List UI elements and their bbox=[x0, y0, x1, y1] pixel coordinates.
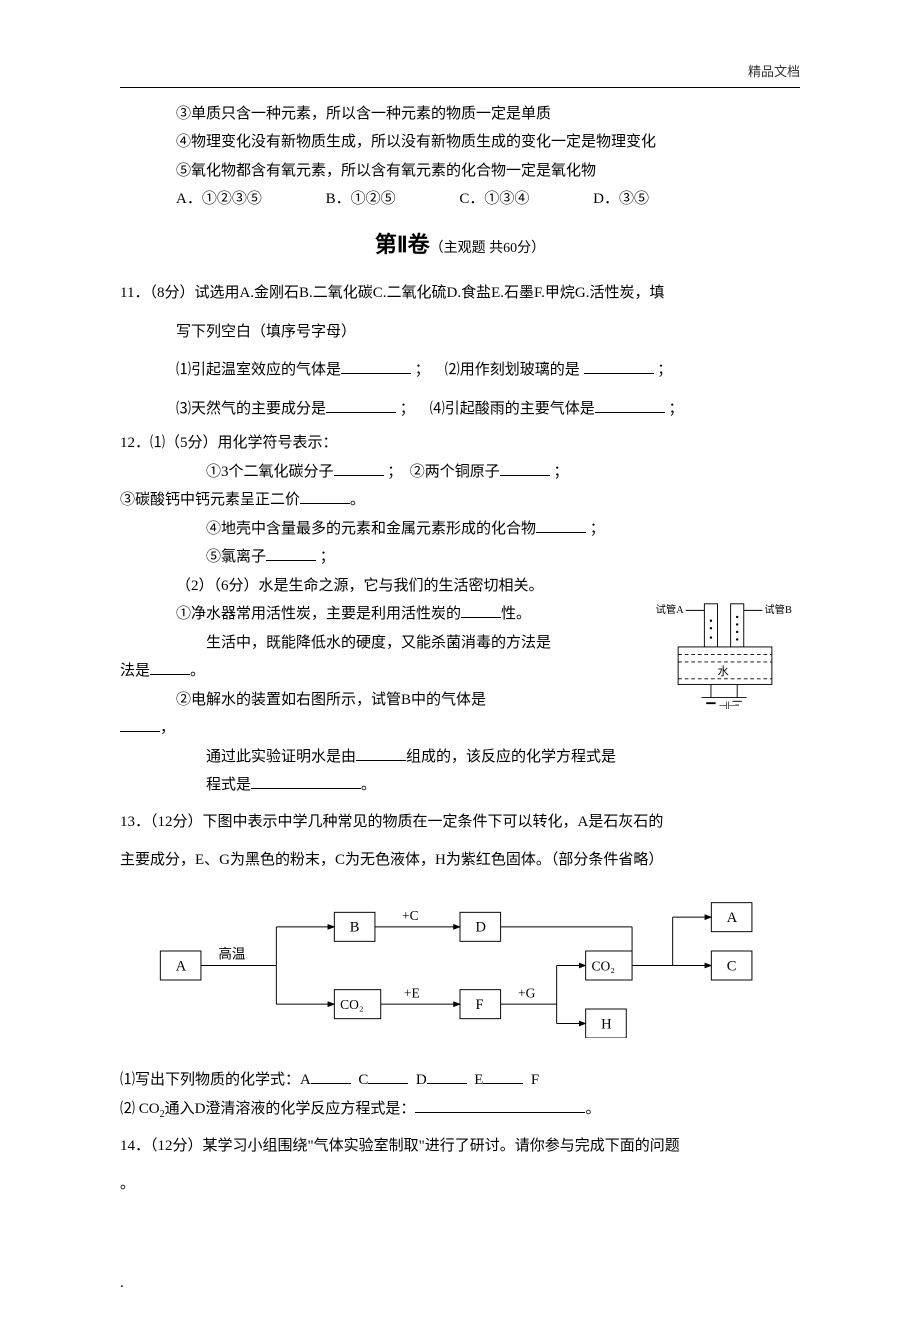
q12: 12．⑴（5分）用化学符号表示： ①3个二氧化碳分子 ； ②两个铜原子 ； ③碳… bbox=[120, 429, 800, 800]
q13-p1-blank-e[interactable] bbox=[483, 1068, 523, 1084]
q11-2-blank[interactable] bbox=[584, 358, 654, 374]
svg-text:H: H bbox=[601, 1016, 612, 1032]
q12-p2-s1b: 性。 bbox=[501, 606, 531, 622]
q13-p1f: F bbox=[531, 1072, 539, 1088]
q11-1-blank[interactable] bbox=[341, 358, 411, 374]
q12-s4-row: ④地壳中含量最多的元素和金属元素形成的化合物 ； bbox=[206, 515, 800, 544]
fig-tube-a-label: 试管A bbox=[656, 604, 685, 617]
q10-choice-d: D．③⑤ bbox=[593, 185, 649, 214]
q12-p2-s1c: 生活中，既能降低水的硬度，又能杀菌消毒的方法是 bbox=[206, 635, 551, 651]
fig-water-label: 水 bbox=[718, 666, 729, 679]
q11-2-label: ⑵用作刻划玻璃的是 bbox=[445, 362, 580, 378]
fig-tube-b-label: 试管B bbox=[764, 604, 792, 617]
svg-text:A: A bbox=[727, 910, 738, 926]
q13-p1: ⑴写出下列物质的化学式：A C D E F bbox=[120, 1066, 800, 1095]
q12-p2-s1a: ①净水器常用活性炭，主要是利用活性炭的 bbox=[176, 606, 461, 622]
q13-p1-blank-c[interactable] bbox=[368, 1068, 408, 1084]
q12-p2-s2c-row: 通过此实验证明水是由 组成的，该反应的化学方程式是 bbox=[206, 743, 800, 772]
q11-row1: ⑴引起温室效应的气体是 ； ⑵用作刻划玻璃的是 ； bbox=[176, 356, 800, 385]
q11-4-label: ⑷引起酸雨的主要气体是 bbox=[430, 401, 595, 417]
q12-s1-label: ①3个二氧化碳分子 bbox=[206, 464, 334, 480]
section-2-small: （主观题 共60分） bbox=[430, 241, 546, 256]
q14-line2: 。 bbox=[120, 1170, 800, 1199]
q13-p2a: ⑵ CO bbox=[120, 1101, 160, 1117]
q10-statement-3: ③单质只含一种元素，所以含一种元素的物质一定是单质 bbox=[176, 100, 800, 129]
svg-text:D: D bbox=[475, 920, 485, 936]
q12-p2-s2a-blank[interactable] bbox=[120, 716, 160, 732]
section-2-title: 第Ⅱ卷（主观题 共60分） bbox=[120, 224, 800, 266]
q12-s5-label: ⑤氯离子 bbox=[206, 549, 266, 565]
q13-p1c: C bbox=[358, 1072, 368, 1088]
q11-1-label: ⑴引起温室效应的气体是 bbox=[176, 362, 341, 378]
svg-text:F: F bbox=[475, 997, 483, 1013]
svg-text:+C: +C bbox=[402, 908, 419, 923]
q10-choice-a: A．①②③⑤ bbox=[176, 185, 262, 214]
svg-text:C: C bbox=[727, 958, 737, 974]
q12-p2-s2c: 通过此实验证明水是由 bbox=[206, 749, 356, 765]
q12-p2-s2a: ②电解水的装置如右图所示，试管B中的气体是 bbox=[176, 692, 486, 708]
q12-s4-label: ④地壳中含量最多的元素和金属元素形成的化合物 bbox=[206, 521, 536, 537]
q13-p1e: E bbox=[474, 1072, 483, 1088]
q12-line1: 12．⑴（5分）用化学符号表示： bbox=[120, 429, 800, 458]
q13-p1d: D bbox=[416, 1072, 427, 1088]
q12-p2-s1c-blank[interactable] bbox=[150, 659, 190, 675]
q11-3-blank[interactable] bbox=[326, 397, 396, 413]
q12-s2-blank[interactable] bbox=[500, 460, 550, 476]
q12-p2: （2）（6分）水是生命之源，它与我们的生活密切相关。 bbox=[176, 572, 800, 601]
q13-line2: 主要成分，E、G为黑色的粉末，C为无色液体，H为紫红色固体。（部分条件省略） bbox=[120, 846, 800, 875]
q12-s4-blank[interactable] bbox=[536, 517, 586, 533]
svg-text:CO₂: CO₂ bbox=[591, 958, 615, 973]
q11-3-label: ⑶天然气的主要成分是 bbox=[176, 401, 326, 417]
svg-text:高温: 高温 bbox=[218, 946, 245, 962]
svg-text:⊣⊢: ⊣⊢ bbox=[718, 701, 736, 712]
q10-statement-5: ⑤氧化物都含有氧元素，所以含有氧元素的化合物一定是氧化物 bbox=[176, 157, 800, 186]
section-2-big: 第Ⅱ卷 bbox=[375, 232, 430, 257]
svg-text:+E: +E bbox=[404, 985, 420, 1000]
svg-text:+G: +G bbox=[518, 985, 536, 1000]
svg-text:CO₂: CO₂ bbox=[340, 997, 364, 1012]
q11-4-blank[interactable] bbox=[595, 397, 665, 413]
header-label: 精品文档 bbox=[120, 60, 800, 88]
q12-p2-s2d-row: 程式是。 bbox=[206, 771, 800, 800]
q13-p1-label: ⑴写出下列物质的化学式：A bbox=[120, 1072, 311, 1088]
q10-choices: A．①②③⑤ B．①②⑤ C．①③④ D．③⑤ bbox=[176, 185, 800, 214]
q12-s5-blank[interactable] bbox=[266, 545, 316, 561]
q13-p2-blank[interactable] bbox=[415, 1097, 585, 1113]
q12-s5-row: ⑤氯离子 ； bbox=[206, 543, 800, 572]
q11-stem-1: 11．（8分）试选用A.金刚石B.二氧化碳C.二氧化硫D.食盐E.石墨F.甲烷G… bbox=[120, 279, 800, 308]
q14-line1: 14．（12分）某学习小组围绕"气体实验室制取"进行了研讨。请你参与完成下面的问… bbox=[120, 1132, 800, 1161]
q12-p2-s2b: ， bbox=[160, 720, 175, 736]
q12-s2-label: ②两个铜原子 bbox=[410, 464, 500, 480]
q10-choice-c: C．①③④ bbox=[459, 185, 529, 214]
q11-stem-2: 写下列空白（填序号字母） bbox=[176, 318, 800, 347]
q10-statement-4: ④物理变化没有新物质生成，所以没有新物质生成的变化一定是物理变化 bbox=[176, 128, 800, 157]
q13: 13．（12分）下图中表示中学几种常见的物质在一定条件下可以转化，A是石灰石的 … bbox=[120, 808, 800, 1124]
q11: 11．（8分）试选用A.金刚石B.二氧化碳C.二氧化硫D.食盐E.石墨F.甲烷G… bbox=[120, 279, 800, 423]
svg-text:A: A bbox=[176, 958, 187, 974]
q13-p2: ⑵ CO2通入D澄清溶液的化学反应方程式是：。 bbox=[120, 1095, 800, 1124]
electrolysis-figure: 试管A 试管B 水 ⊣⊢ bbox=[650, 600, 800, 733]
q13-diagram: A B D CO₂ F CO₂ H A C 高温 bbox=[150, 893, 800, 1049]
q14: 14．（12分）某学习小组围绕"气体实验室制取"进行了研讨。请你参与完成下面的问… bbox=[120, 1132, 800, 1199]
q12-sub1-row: ①3个二氧化碳分子 ； ②两个铜原子 ； bbox=[206, 458, 800, 487]
q12-s1-blank[interactable] bbox=[334, 460, 384, 476]
q12-p2-s2d: 组成的，该反应的化学方程式是 bbox=[406, 749, 616, 765]
q12-s3-label: ③碳酸钙中钙元素呈正二价 bbox=[120, 492, 300, 508]
q10-choice-b: B．①②⑤ bbox=[326, 185, 396, 214]
q12-p2-s2c-blank[interactable] bbox=[356, 745, 406, 761]
q13-p2b: 通入D澄清溶液的化学反应方程式是： bbox=[165, 1101, 416, 1117]
q12-s3-blank[interactable] bbox=[300, 488, 350, 504]
q12-s3-row: ③碳酸钙中钙元素呈正二价。 bbox=[120, 486, 800, 515]
q13-p1-blank-d[interactable] bbox=[427, 1068, 467, 1084]
q12-p2-s2d-blank[interactable] bbox=[251, 773, 361, 789]
q12-p2-s1-blank[interactable] bbox=[461, 602, 501, 618]
svg-text:B: B bbox=[350, 920, 360, 936]
q13-line1: 13．（12分）下图中表示中学几种常见的物质在一定条件下可以转化，A是石灰石的 bbox=[120, 808, 800, 837]
q13-p1-blank-a[interactable] bbox=[311, 1068, 351, 1084]
q11-row2: ⑶天然气的主要成分是 ； ⑷引起酸雨的主要气体是 ； bbox=[176, 395, 800, 424]
footer-dot: . bbox=[120, 1269, 800, 1298]
